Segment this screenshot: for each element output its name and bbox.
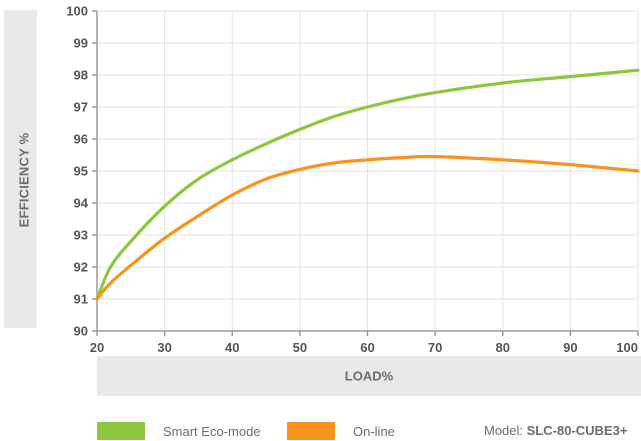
y-tick-label-100: 100 (66, 4, 88, 19)
model-info: Model: SLC-80-CUBE3+ (484, 422, 627, 440)
legend-item-online: On-line (287, 422, 395, 440)
y-axis-label-box: EFFICIENCY % (4, 10, 37, 328)
y-tick-label-98: 98 (74, 68, 88, 83)
legend-swatch-online (287, 422, 335, 440)
legend-swatch-eco (97, 422, 145, 440)
y-tick-label-91: 91 (74, 292, 88, 307)
x-tick-label-80: 80 (496, 340, 510, 355)
x-tick-label-40: 40 (225, 340, 239, 355)
series-line-on-line (95, 154, 640, 301)
model-prefix: Model: (484, 423, 527, 438)
y-tick-labels: 90 91 92 93 94 95 96 97 98 99 100 (66, 4, 88, 339)
y-tick-label-95: 95 (74, 164, 88, 179)
x-tick-labels: 20 30 40 50 60 70 80 90 100 (90, 340, 638, 355)
series-line-smart-eco-mode (95, 68, 640, 301)
y-tick-label-94: 94 (74, 196, 89, 211)
x-tick-label-30: 30 (157, 340, 171, 355)
x-tick-label-60: 60 (360, 340, 374, 355)
legend-label-eco: Smart Eco-mode (163, 423, 261, 439)
x-axis-label: LOAD% (344, 368, 394, 384)
x-axis-label-box: LOAD% (97, 356, 641, 396)
y-tick-label-96: 96 (74, 132, 88, 147)
y-tick-label-93: 93 (74, 228, 88, 243)
model-name: SLC-80-CUBE3+ (526, 423, 628, 438)
x-tick-label-70: 70 (428, 340, 442, 355)
legend-item-eco: Smart Eco-mode (97, 422, 261, 440)
x-tick-label-50: 50 (293, 340, 307, 355)
y-tick-label-97: 97 (74, 100, 88, 115)
y-tick-label-92: 92 (74, 260, 88, 275)
grid-lines (97, 10, 639, 331)
x-tick-label-100: 100 (616, 340, 638, 355)
legend-label-online: On-line (353, 423, 395, 439)
series-lines (95, 68, 640, 301)
x-tick-label-90: 90 (563, 340, 577, 355)
x-tick-label-20: 20 (90, 340, 104, 355)
efficiency-chart: 90 91 92 93 94 95 96 97 98 99 100 20 30 40 50 60 70 80 90… (66, 4, 640, 355)
axes (92, 10, 639, 336)
y-tick-label-99: 99 (74, 36, 88, 51)
y-tick-label-90: 90 (74, 324, 88, 339)
